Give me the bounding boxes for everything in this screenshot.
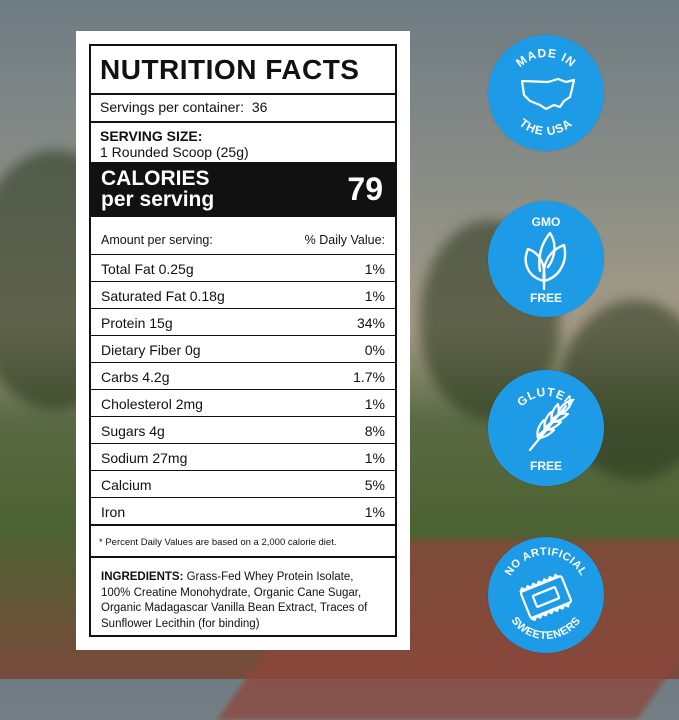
nutrition-title: NUTRITION FACTS: [100, 54, 360, 85]
serving-size-value: 1 Rounded Scoop (25g): [100, 144, 249, 160]
nutrient-row: Sodium 27mg 1%: [91, 443, 395, 470]
ingredients-label: INGREDIENTS:: [101, 571, 184, 583]
divider: [91, 556, 395, 558]
badge-bottom-text: SWEETENERS: [509, 615, 583, 642]
nutrient-name: Sodium 27mg: [101, 450, 188, 466]
calories-line-1: CALORIES: [101, 167, 210, 190]
nutrient-daily-value: 8%: [364, 423, 385, 439]
nutrient-row: Calcium 5%: [91, 470, 395, 497]
wheat-icon: [528, 398, 574, 452]
calories-line-2: per serving: [101, 188, 215, 211]
divider: [91, 93, 395, 95]
nutrient-daily-value: 34%: [356, 315, 385, 331]
badge-bottom-text: THE USA: [517, 116, 574, 139]
calories-value: 79: [347, 171, 383, 207]
calories-band: CALORIES per serving 79: [91, 162, 395, 217]
nutrition-panel: NUTRITION FACTS Servings per container: …: [76, 31, 410, 650]
badge-top-text: GLUTEN: [514, 385, 577, 410]
amount-header: Amount per serving:: [101, 233, 213, 247]
ingredients: INGREDIENTS: Grass-Fed Whey Protein Isol…: [101, 570, 385, 632]
nutrient-daily-value: 0%: [364, 342, 385, 358]
badge-gluten-free: GLUTEN FREE: [488, 370, 604, 486]
leaves-icon: [524, 231, 567, 291]
nutrient-row: Protein 15g 34%: [91, 308, 395, 335]
nutrient-row: Iron 1%: [91, 497, 395, 524]
badge-no-artificial-sweeteners: NO ARTIFICIAL SWEETENERS: [488, 537, 604, 653]
nutrient-row: Saturated Fat 0.18g 1%: [91, 281, 395, 308]
svg-text:MADE IN: MADE IN: [513, 46, 579, 70]
divider: [91, 121, 395, 123]
daily-value-header: % Daily Value:: [304, 233, 385, 247]
nutrient-name: Dietary Fiber 0g: [101, 342, 201, 358]
nutrition-facts-box: NUTRITION FACTS Servings per container: …: [89, 44, 397, 637]
badge-top-text: NO ARTIFICIAL: [503, 546, 589, 578]
nutrient-name: Cholesterol 2mg: [101, 396, 203, 412]
nutrient-daily-value: 1%: [364, 288, 385, 304]
servings-value: 36: [251, 99, 268, 115]
servings-per-container: Servings per container: 36: [100, 99, 267, 115]
serving-size-label: SERVING SIZE:: [100, 128, 203, 144]
nutrient-daily-value: 1%: [364, 261, 385, 277]
divider: [91, 524, 395, 526]
nutrient-name: Total Fat 0.25g: [101, 261, 194, 277]
calories-label: CALORIES per serving: [101, 168, 214, 210]
nutrient-name: Saturated Fat 0.18g: [101, 288, 225, 304]
badge-gmo-free: GMO FREE: [488, 201, 604, 317]
footnote: * Percent Daily Values are based on a 2,…: [99, 537, 337, 548]
nutrient-name: Sugars 4g: [101, 423, 165, 439]
nutrient-daily-value: 1%: [364, 396, 385, 412]
badge-bottom-text: FREE: [530, 459, 562, 473]
ingredients-text: Grass-Fed Whey Protein Isolate, 100% Cre…: [101, 571, 368, 630]
sweetener-packet-icon: [519, 573, 573, 621]
nutrient-name: Iron: [101, 504, 126, 520]
badge-bottom-text: FREE: [530, 291, 562, 305]
nutrient-name: Protein 15g: [101, 315, 173, 331]
nutrient-row: Total Fat 0.25g 1%: [91, 254, 395, 281]
nutrient-daily-value: 5%: [364, 477, 385, 493]
nutrient-row: Cholesterol 2mg 1%: [91, 389, 395, 416]
servings-label: Servings per container:: [100, 99, 244, 115]
svg-text:SWEETENERS: SWEETENERS: [509, 615, 584, 642]
svg-text:GLUTEN: GLUTEN: [514, 385, 578, 410]
nutrient-row: Dietary Fiber 0g 0%: [91, 335, 395, 362]
badge-made-in-usa: MADE IN THE USA: [488, 35, 604, 151]
svg-text:NO ARTIFICIAL: NO ARTIFICIAL: [503, 546, 589, 578]
svg-text:THE USA: THE USA: [517, 116, 575, 139]
nutrient-daily-value: 1.7%: [353, 369, 385, 385]
nutrient-name: Carbs 4.2g: [101, 369, 170, 385]
badge-top-text: MADE IN: [513, 46, 578, 70]
usa-map-icon: [520, 77, 576, 111]
nutrient-daily-value: 1%: [364, 450, 385, 466]
column-header: Amount per serving: % Daily Value:: [91, 230, 395, 252]
nutrient-daily-value: 1%: [364, 504, 385, 520]
nutrient-row: Carbs 4.2g 1.7%: [91, 362, 395, 389]
badge-top-text: GMO: [532, 215, 561, 229]
nutrient-row: Sugars 4g 8%: [91, 416, 395, 443]
nutrient-name: Calcium: [101, 477, 152, 493]
